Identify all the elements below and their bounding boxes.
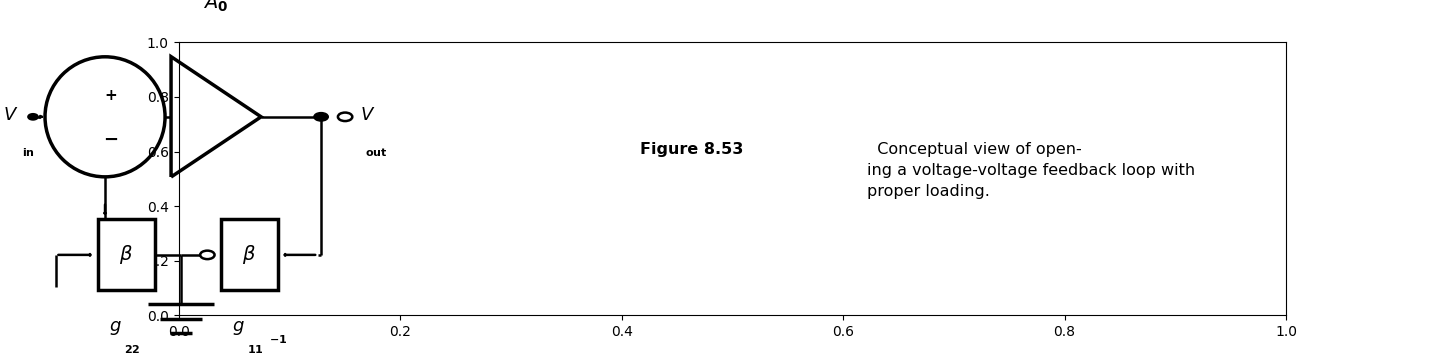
Text: +: + [104, 88, 117, 103]
Circle shape [200, 251, 214, 259]
Bar [220, 219, 277, 290]
Text: Figure 8.53: Figure 8.53 [640, 142, 743, 156]
Text: $\mathbf{11}$: $\mathbf{11}$ [247, 343, 263, 354]
Text: $\mathbf{-1}$: $\mathbf{-1}$ [269, 333, 287, 345]
Circle shape [314, 113, 329, 121]
Text: $\beta$: $\beta$ [242, 244, 256, 266]
Text: $\beta$: $\beta$ [119, 244, 133, 266]
Circle shape [337, 113, 353, 121]
Text: $\mathbf{out}$: $\mathbf{out}$ [364, 146, 387, 158]
Text: −: − [103, 131, 119, 149]
Text: $\mathbf{in}$: $\mathbf{in}$ [21, 146, 34, 158]
Text: $\mathbf{\mathit{g}}$: $\mathbf{\mathit{g}}$ [231, 319, 244, 337]
Bar [97, 219, 154, 290]
Text: $\mathbf{\mathit{A}}_\mathbf{0}$: $\mathbf{\mathit{A}}_\mathbf{0}$ [203, 0, 229, 14]
Text: $\mathbf{22}$: $\mathbf{22}$ [124, 343, 140, 354]
Text: $\mathbf{\mathit{g}}$: $\mathbf{\mathit{g}}$ [109, 319, 121, 337]
Text: Conceptual view of open-
ing a voltage-voltage feedback loop with
proper loading: Conceptual view of open- ing a voltage-v… [867, 142, 1196, 199]
Text: $\mathbf{\mathit{V}}$: $\mathbf{\mathit{V}}$ [3, 106, 19, 124]
Text: $\mathbf{\mathit{V}}$: $\mathbf{\mathit{V}}$ [360, 106, 376, 124]
Circle shape [29, 114, 37, 120]
